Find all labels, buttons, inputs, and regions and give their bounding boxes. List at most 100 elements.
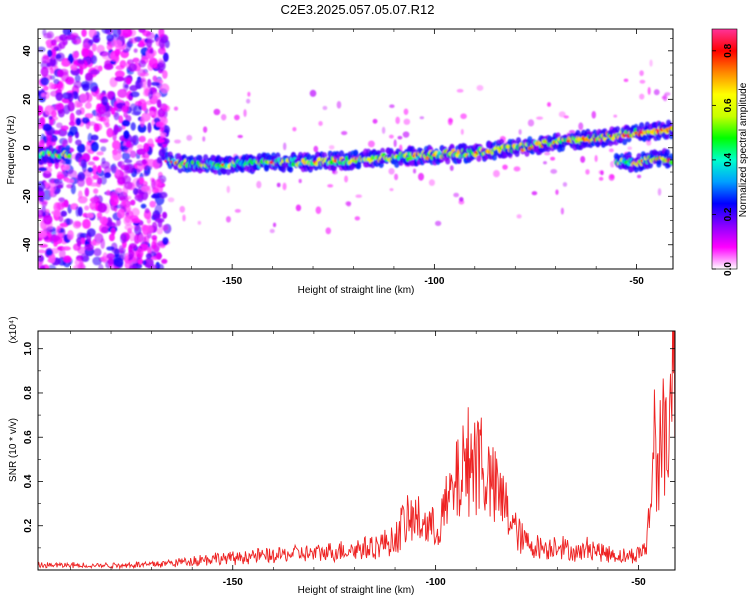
heatmap-noise-cell: [50, 186, 55, 197]
heatmap-noise-cell: [502, 164, 508, 170]
heatmap-noise-cell: [118, 115, 124, 124]
heatmap-noise-cell: [43, 225, 53, 231]
heatmap-noise-cell: [112, 29, 122, 38]
y-tick-label: 0.6: [23, 430, 34, 444]
heatmap-noise-cell: [143, 235, 150, 246]
heatmap-noise-cell: [82, 83, 90, 92]
heatmap-noise-cell: [102, 116, 110, 126]
heatmap-noise-cell: [81, 116, 90, 124]
heatmap-noise-cell: [68, 135, 73, 144]
heatmap-noise-cell: [89, 69, 100, 75]
heatmap-noise-cell: [159, 132, 167, 137]
heatmap-noise-cell: [121, 105, 128, 114]
heatmap-line-cell: [476, 155, 482, 162]
heatmap-noise-cell: [92, 34, 101, 44]
heatmap-noise-cell: [544, 152, 551, 156]
heatmap-line-cell: [65, 144, 71, 152]
heatmap-noise-cell: [226, 185, 231, 194]
heatmap-noise-cell: [48, 82, 55, 90]
heatmap-noise-cell: [55, 92, 64, 101]
heatmap-noise-cell: [72, 220, 82, 229]
heatmap-line-cell: [221, 167, 227, 175]
heatmap-noise-cell: [151, 194, 159, 199]
x-tick-label: -50: [631, 577, 646, 588]
heatmap-noise-cell: [61, 201, 66, 208]
heatmap-noise-cell: [143, 85, 151, 94]
colorbar-tick-label: 0.8: [723, 43, 734, 57]
heatmap-noise-cell: [39, 196, 45, 203]
heatmap-noise-cell: [84, 174, 95, 184]
heatmap-noise-cell: [57, 108, 65, 118]
heatmap-line-cell: [287, 165, 294, 173]
heatmap-noise-cell: [51, 110, 57, 118]
heatmap-noise-cell: [174, 139, 181, 144]
heatmap-noise-cell: [129, 91, 140, 98]
heatmap-noise-cell: [123, 163, 134, 174]
heatmap-noise-cell: [128, 264, 138, 269]
heatmap-noise-cell: [283, 142, 287, 151]
heatmap-noise-cell: [82, 218, 91, 229]
snr-frame: [37, 330, 676, 571]
heatmap-noise-cell: [138, 177, 144, 185]
heatmap-noise-cell: [75, 117, 82, 126]
heatmap-noise-cell: [128, 63, 138, 72]
heatmap-noise-cell: [49, 67, 54, 75]
heatmap-noise-cell: [309, 89, 317, 97]
heatmap-noise-cell: [609, 174, 615, 179]
heatmap-noise-cell: [246, 98, 251, 104]
heatmap-noise-cell: [117, 208, 125, 219]
heatmap-noise-cell: [62, 92, 72, 100]
heatmap-noise-cell: [162, 237, 169, 246]
heatmap-noise-cell: [50, 49, 57, 57]
heatmap-noise-cell: [493, 169, 500, 178]
heatmap-noise-cell: [639, 70, 644, 77]
heatmap-noise-cell: [129, 150, 137, 158]
heatmap-noise-cell: [93, 123, 100, 133]
heatmap-noise-cell: [124, 214, 131, 224]
heatmap-noise-cell: [84, 205, 90, 211]
heatmap-noise-cell: [42, 214, 53, 225]
heatmap-noise-cell: [130, 199, 136, 206]
heatmap-noise-cell: [97, 202, 108, 213]
heatmap-line-cell: [670, 129, 673, 137]
heatmap-noise-cell: [125, 205, 132, 213]
heatmap-noise-cell: [143, 164, 151, 175]
y-tick-label: 0: [22, 145, 33, 151]
heatmap-noise-cell: [125, 77, 132, 85]
heatmap-noise-cell: [639, 93, 645, 100]
heatmap-noise-cell: [39, 116, 46, 126]
heatmap-noise-cell: [106, 127, 114, 138]
heatmap-noise-cell: [63, 164, 70, 171]
heatmap-noise-cell: [381, 126, 386, 134]
heatmap-noise-cell: [42, 123, 52, 132]
heatmap-noise-cell: [560, 207, 564, 215]
heatmap-noise-cell: [372, 118, 378, 124]
heatmap-noise-cell: [403, 118, 411, 125]
heatmap-line-cell: [664, 132, 670, 140]
heatmap-noise-cell: [72, 38, 78, 44]
heatmap-noise-cell: [70, 64, 78, 71]
heatmap-noise-cell: [77, 59, 85, 65]
heatmap-noise-cell: [50, 116, 59, 121]
heatmap-line-cell: [306, 153, 312, 161]
heatmap-noise-cell: [73, 264, 84, 269]
heatmap-noise-cell: [336, 101, 342, 109]
heatmap-noise-cell: [527, 119, 535, 127]
heatmap-noise-cell: [62, 246, 71, 251]
heatmap-line-cell: [514, 150, 520, 158]
heatmap-noise-cell: [179, 205, 186, 213]
heatmap-noise-cell: [93, 188, 99, 194]
heatmap-noise-cell: [100, 146, 107, 152]
colorbar-tick-label: 0.4: [723, 153, 734, 167]
page-title: C2E3.2025.057.05.07.R12: [280, 2, 435, 17]
heatmap-noise-cell: [182, 214, 186, 222]
heatmap-noise-cell: [56, 122, 63, 129]
heatmap-line-cell: [641, 135, 648, 143]
heatmap-noise-cell: [315, 206, 322, 215]
heatmap-noise-cell: [100, 238, 106, 250]
heatmap-noise-cell: [97, 106, 106, 115]
heatmap-noise-cell: [55, 102, 65, 110]
heatmap-noise-cell: [137, 258, 144, 265]
heatmap-noise-cell: [152, 75, 158, 82]
snr-x-axis-label: Height of straight line (km): [298, 585, 415, 596]
